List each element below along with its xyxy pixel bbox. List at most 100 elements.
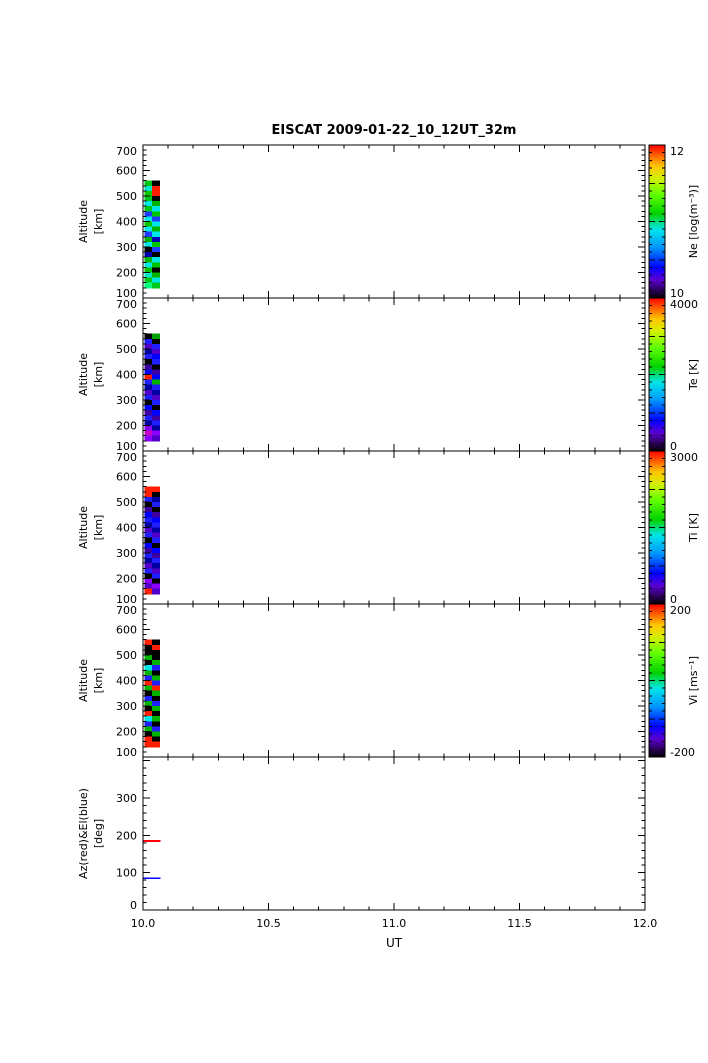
data-cell: [151, 639, 160, 646]
data-cell: [151, 389, 160, 396]
data-cell: [151, 236, 160, 243]
data-cell: [144, 394, 153, 401]
y-axis-title: Altitude: [77, 506, 90, 549]
data-cell: [144, 512, 153, 518]
data-cell: [144, 486, 153, 493]
y-axis-title: [km]: [92, 362, 105, 388]
data-cell: [144, 369, 153, 375]
data-cell: [144, 690, 153, 697]
y-tick-label: 400: [116, 675, 137, 688]
data-cell: [144, 435, 153, 442]
y-tick-label: 400: [116, 216, 137, 229]
data-cell: [151, 527, 160, 534]
data-cell: [144, 236, 153, 243]
panel-azel: 0 100 200 300 10.0 10.5 11.0 11.5 12.0 Az(red)&El…: [77, 756, 657, 930]
data-cell: [151, 583, 160, 590]
data-cell: [144, 247, 153, 253]
panel-border: [142, 450, 646, 605]
data-cell: [151, 247, 160, 253]
data-cell: [144, 190, 153, 197]
data-cell: [144, 583, 153, 590]
data-cell: [151, 665, 160, 671]
colorbar-title: Ne [log(m⁻³)]: [687, 185, 700, 258]
x-tick-label: 11.0: [382, 917, 407, 930]
y-tick-label: 500: [116, 496, 137, 509]
data-cell: [151, 502, 160, 508]
data-cell: [151, 553, 160, 559]
data-cell: [144, 226, 153, 233]
data-cell: [144, 700, 153, 707]
y-tick-label: 600: [116, 318, 137, 331]
y-tick-label: 700: [116, 298, 137, 311]
data-cell: [144, 359, 153, 365]
colorbar-te: 4000 0 Te [K]: [648, 297, 700, 453]
data-cell: [151, 206, 160, 212]
data-cell: [151, 267, 160, 273]
data-cell: [144, 272, 153, 279]
data-cell: [144, 374, 153, 381]
data-cell: [144, 680, 153, 687]
data-cell: [144, 665, 153, 671]
data-cell: [144, 558, 153, 564]
y-tick-label: 600: [116, 471, 137, 484]
y-tick-label: 100: [116, 440, 137, 453]
data-cell: [151, 343, 160, 350]
data-cell: [144, 211, 153, 217]
data-cell: [151, 532, 160, 539]
data-cell: [151, 180, 160, 187]
data-cell: [144, 502, 153, 508]
data-cell: [144, 741, 153, 748]
data-cell: [144, 196, 153, 202]
data-cell: [144, 206, 153, 212]
panel-ti: 100 200 300 400 500 600 700 Altitude [km]: [77, 450, 646, 606]
y-tick-label: 500: [116, 343, 137, 356]
panel-ne: 100 200 300 400 500 600 700 Altitude [km]: [77, 144, 646, 300]
data-cell: [144, 420, 153, 426]
data-cell: [151, 486, 160, 493]
data-cell: [144, 216, 153, 222]
data-strip-vi: [144, 639, 160, 748]
data-strip-ti: [144, 486, 160, 595]
y-tick-label: 400: [116, 522, 137, 535]
data-cell: [151, 190, 160, 197]
panel-border: [142, 756, 646, 911]
data-cell: [151, 241, 160, 248]
data-cell: [144, 522, 153, 528]
y-axis-title: [deg]: [92, 819, 105, 848]
y-tick-label: 200: [116, 573, 137, 586]
data-cell: [144, 670, 153, 676]
data-cell: [144, 695, 153, 702]
data-cell: [144, 711, 153, 717]
data-cell: [151, 588, 160, 595]
data-cell: [151, 741, 160, 748]
data-cell: [144, 349, 153, 355]
data-cell: [151, 706, 160, 712]
data-cell: [144, 201, 153, 207]
data-cell: [151, 517, 160, 523]
data-cell: [144, 547, 153, 554]
data-cell: [144, 731, 153, 738]
y-tick-label: 600: [116, 624, 137, 637]
data-cell: [144, 267, 153, 273]
data-cell: [151, 415, 160, 421]
y-tick-label: 500: [116, 190, 137, 203]
data-cell: [144, 655, 153, 661]
data-cell: [151, 726, 160, 732]
y-axis-title: [km]: [92, 209, 105, 235]
data-cell: [151, 425, 160, 432]
colorbar-tick-label: 0: [670, 593, 677, 606]
y-tick-label: 300: [116, 394, 137, 407]
panel-border: [142, 297, 646, 452]
data-cell: [151, 537, 160, 544]
data-cell: [151, 711, 160, 717]
data-cell: [144, 588, 153, 595]
data-cell: [151, 201, 160, 207]
data-cell: [144, 221, 153, 228]
y-axis-title: [km]: [92, 515, 105, 541]
data-cell: [151, 333, 160, 340]
data-cell: [144, 282, 153, 289]
colorbar-tick-label: 0: [670, 440, 677, 453]
data-cell: [151, 400, 160, 406]
y-tick-label: 700: [116, 451, 137, 464]
y-tick-label: 500: [116, 649, 137, 662]
